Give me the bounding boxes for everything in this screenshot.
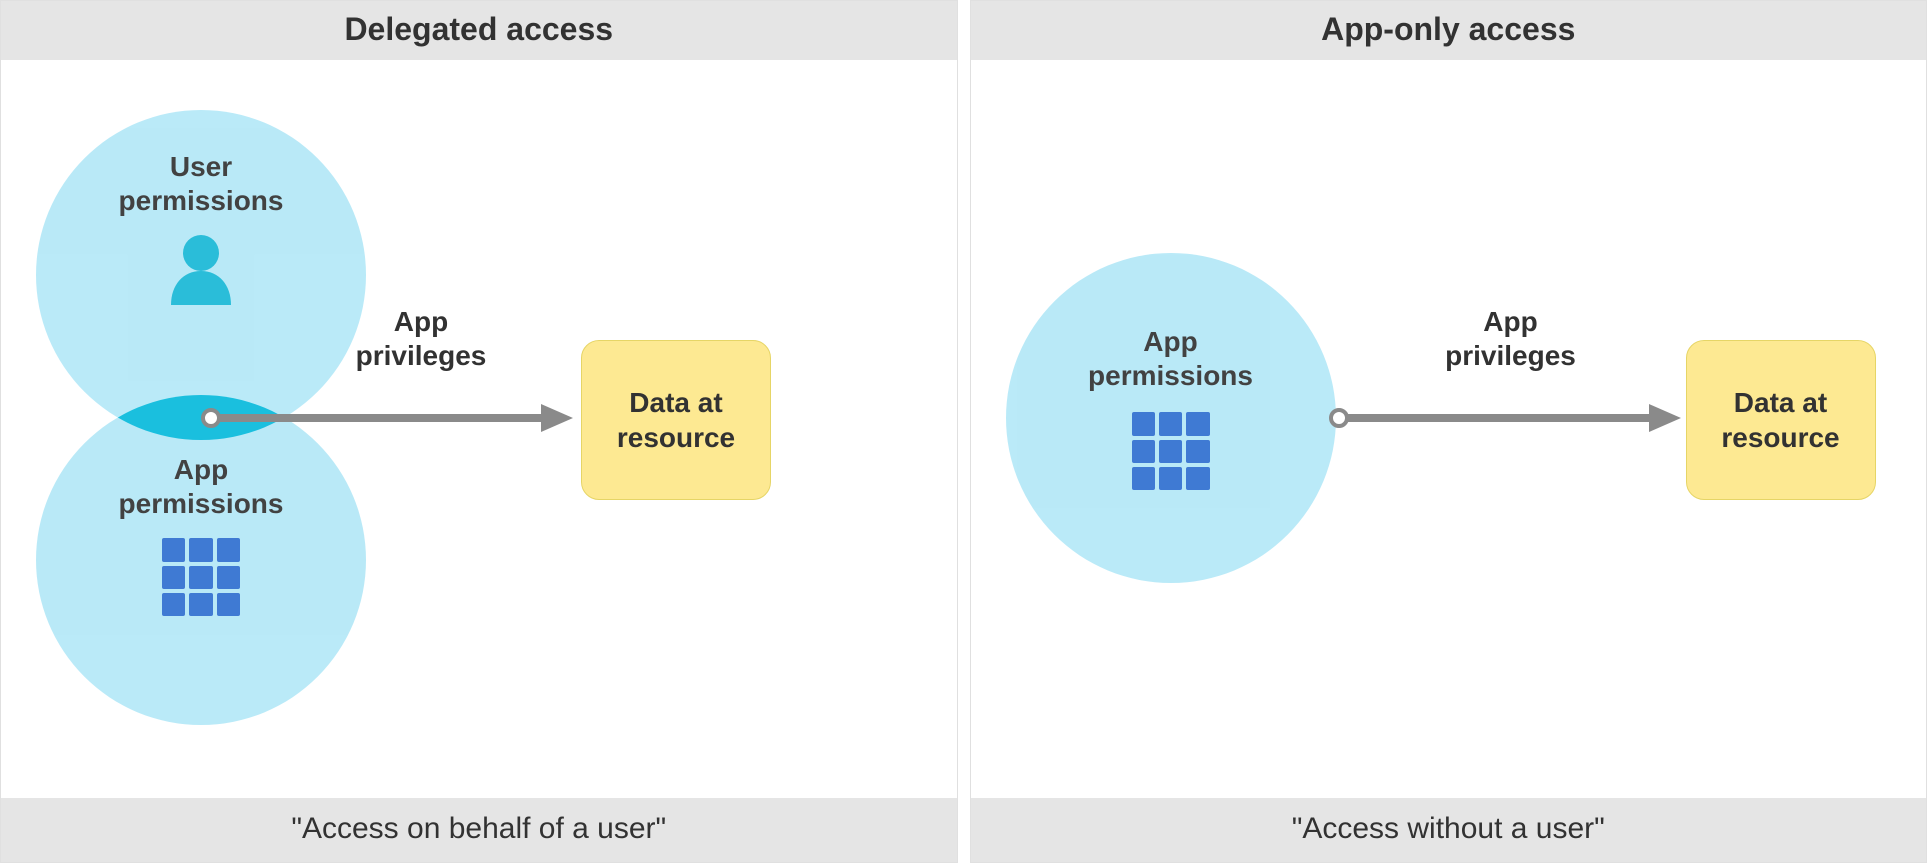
arrow-label-l2: privileges: [311, 339, 531, 373]
arrow-label-apponly: App privileges: [1401, 305, 1621, 372]
user-permissions-label-l2: permissions: [36, 184, 366, 218]
data-box-delegated: Data at resource: [581, 340, 771, 500]
arrow-origin-dot-apponly: [1329, 408, 1349, 428]
arrow-label-l1: App: [311, 305, 531, 339]
data-box-r-l1: Data at: [1721, 385, 1839, 420]
grid-icon: [162, 538, 240, 616]
user-icon: [36, 231, 366, 311]
panel-apponly: App-only access App permissions App priv…: [970, 0, 1927, 863]
grid-icon: [1132, 412, 1210, 490]
circle-user-permissions: User permissions: [36, 110, 366, 440]
panel-delegated: Delegated access App permissions User pe…: [0, 0, 958, 863]
arrow-label-l1-r: App: [1401, 305, 1621, 339]
data-box-apponly: Data at resource: [1686, 340, 1876, 500]
user-permissions-label-l1: User: [36, 150, 366, 184]
arrow-origin-dot-delegated: [201, 408, 221, 428]
circle-app-permissions: App permissions: [36, 395, 366, 725]
data-box-l1: Data at: [617, 385, 735, 420]
panel-title-apponly: App-only access: [971, 1, 1927, 60]
data-box-r-l2: resource: [1721, 420, 1839, 455]
panel-body-delegated: App permissions User permissions: [1, 60, 957, 798]
arrow-apponly: [1329, 400, 1689, 440]
panel-footer-delegated: "Access on behalf of a user": [1, 798, 957, 862]
app-permissions-label-l1: App: [36, 453, 366, 487]
data-box-l2: resource: [617, 420, 735, 455]
arrow-label-delegated: App privileges: [311, 305, 531, 372]
arrow-label-l2-r: privileges: [1401, 339, 1621, 373]
circle-app-permissions-only: App permissions: [1006, 253, 1336, 583]
apponly-label-l2: permissions: [1006, 359, 1336, 393]
app-permissions-label-l2: permissions: [36, 487, 366, 521]
panel-footer-apponly: "Access without a user": [971, 798, 1927, 862]
apponly-label-l1: App: [1006, 325, 1336, 359]
panel-title-delegated: Delegated access: [1, 1, 957, 60]
arrow-delegated: [201, 400, 581, 440]
panel-body-apponly: App permissions App privileges Data at r…: [971, 60, 1927, 798]
